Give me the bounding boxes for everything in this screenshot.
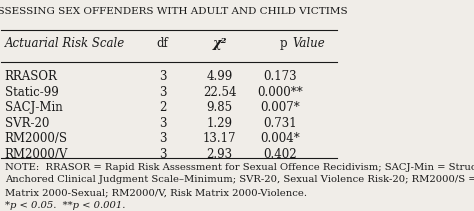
Text: 3: 3 (159, 70, 166, 83)
Text: df: df (156, 37, 168, 50)
Text: RM2000/S: RM2000/S (5, 132, 68, 145)
Text: *p < 0.05.  **p < 0.001.: *p < 0.05. **p < 0.001. (5, 201, 125, 210)
Text: SACJ-Min: SACJ-Min (5, 101, 63, 114)
Text: Value: Value (293, 37, 326, 50)
Text: SVR-20: SVR-20 (5, 117, 49, 130)
Text: RRASOR: RRASOR (5, 70, 58, 83)
Text: 0.007*: 0.007* (260, 101, 300, 114)
Text: 0.731: 0.731 (263, 117, 297, 130)
Text: Anchored Clinical Judgment Scale–Minimum; SVR-20, Sexual Violence Risk-20; RM200: Anchored Clinical Judgment Scale–Minimum… (5, 176, 474, 184)
Text: 3: 3 (159, 86, 166, 99)
Text: Static-99: Static-99 (5, 86, 58, 99)
Text: 0.173: 0.173 (263, 70, 297, 83)
Text: RM2000/V: RM2000/V (5, 148, 68, 161)
Text: 9.85: 9.85 (207, 101, 233, 114)
Text: 3: 3 (159, 132, 166, 145)
Text: 3: 3 (159, 148, 166, 161)
Text: 2.93: 2.93 (207, 148, 233, 161)
Text: ASSESSING SEX OFFENDERS WITH ADULT AND CHILD VICTIMS: ASSESSING SEX OFFENDERS WITH ADULT AND C… (0, 7, 348, 16)
Text: 1.29: 1.29 (207, 117, 233, 130)
Text: 0.004*: 0.004* (260, 132, 300, 145)
Text: 2: 2 (159, 101, 166, 114)
Text: 0.000**: 0.000** (257, 86, 303, 99)
Text: NOTE:  RRASOR = Rapid Risk Assessment for Sexual Offence Recidivism; SACJ-Min = : NOTE: RRASOR = Rapid Risk Assessment for… (5, 163, 474, 172)
Text: p: p (280, 37, 292, 50)
Text: 4.99: 4.99 (207, 70, 233, 83)
Text: 3: 3 (159, 117, 166, 130)
Text: 13.17: 13.17 (203, 132, 237, 145)
Text: χ²: χ² (212, 37, 227, 50)
Text: Matrix 2000-Sexual; RM2000/V, Risk Matrix 2000-Violence.: Matrix 2000-Sexual; RM2000/V, Risk Matri… (5, 188, 307, 197)
Text: Actuarial Risk Scale: Actuarial Risk Scale (5, 37, 125, 50)
Text: 0.402: 0.402 (263, 148, 297, 161)
Text: 22.54: 22.54 (203, 86, 237, 99)
